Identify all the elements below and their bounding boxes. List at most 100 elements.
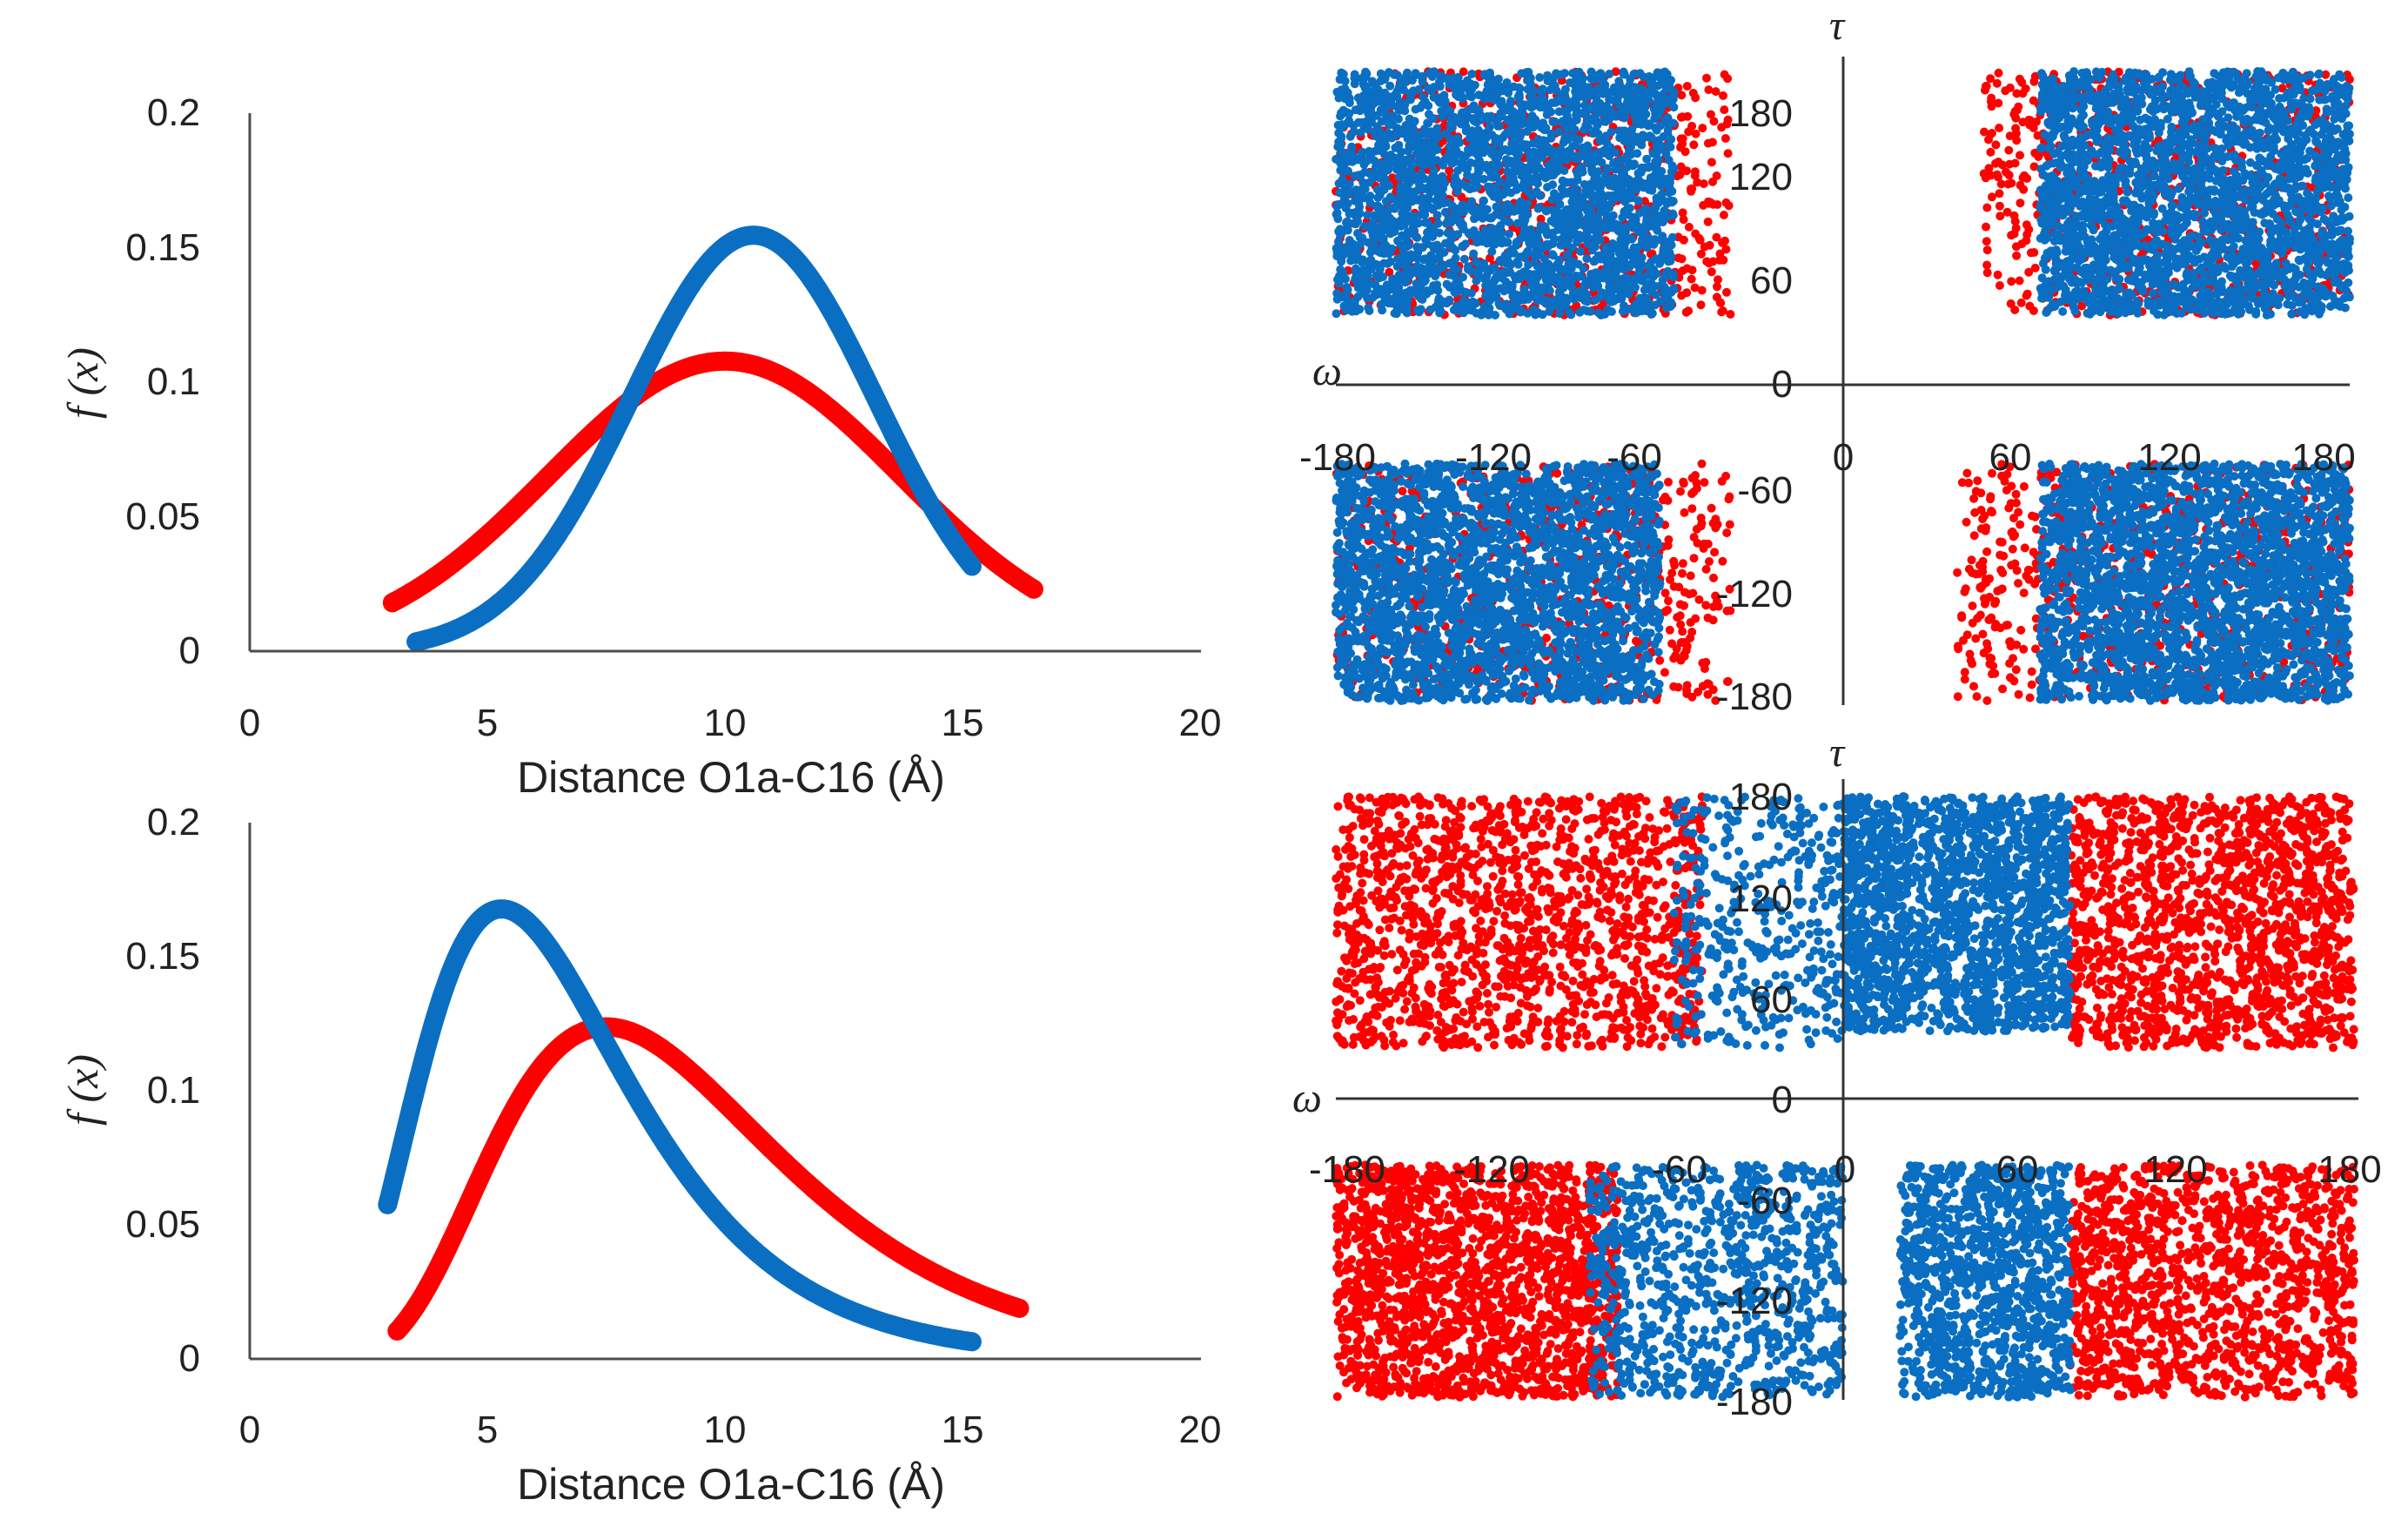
scatter-point	[1678, 559, 1687, 568]
scatter-point	[1682, 82, 1692, 91]
scatter-point	[1584, 151, 1593, 161]
scatter-point	[2012, 640, 2022, 649]
scatter-point	[1510, 272, 1519, 281]
scatter-plot-top: ω τ -180 -120 -60 0 60 120 180 180 120 6…	[1299, 3, 2356, 718]
scatter-point	[1664, 477, 1673, 487]
scatter-point	[1351, 105, 1360, 115]
scatter-point	[2014, 579, 2023, 588]
scatter-point	[1689, 140, 1699, 150]
density-bottom-curves	[378, 899, 1030, 1352]
scatter-point	[1995, 281, 2004, 290]
scatter-point	[1686, 571, 1695, 581]
scatter-point	[1558, 153, 1567, 163]
scatter-point	[1397, 192, 1406, 201]
scatter-point	[2016, 198, 2025, 208]
scatter-point	[1985, 574, 1995, 583]
density-bottom-red-curve	[387, 1017, 1030, 1341]
scatter-point	[2024, 115, 2034, 124]
scatter-point	[1717, 476, 1727, 486]
scatter-point	[2023, 565, 2033, 575]
scatter-point	[1708, 615, 1718, 625]
density-top-x-label: Distance O1a-C16 (Å)	[517, 753, 945, 802]
scatter-point	[1667, 167, 1676, 177]
scatter-point	[1445, 134, 1455, 144]
scatter-point	[1505, 146, 1514, 156]
scatter-point	[1412, 306, 1422, 315]
scatter-point	[2032, 117, 2041, 126]
scatter-point	[1969, 682, 1978, 691]
scatter-point	[1579, 264, 1588, 273]
scatter-point	[2018, 173, 2028, 183]
scatter-point	[2002, 621, 2011, 630]
scatter-point	[1720, 134, 1730, 143]
scatter-point	[1981, 173, 1990, 183]
scatter-point	[2002, 167, 2010, 177]
scatter-point	[1419, 92, 1428, 102]
scatter-point	[1532, 187, 1541, 197]
scatter-point	[2011, 124, 2021, 133]
scatter-point	[1689, 554, 1699, 563]
scatter-point	[1667, 639, 1677, 649]
scatter-point	[1995, 212, 2005, 221]
scatter-point	[1697, 459, 1707, 468]
density-bottom-ytick: 0	[179, 1337, 200, 1380]
scatter-point	[1988, 192, 1996, 202]
scatter-point	[1586, 67, 1596, 77]
scatter-point	[1655, 259, 1665, 268]
scatter-point	[1659, 495, 1667, 505]
density-top-xtick: 5	[477, 702, 498, 744]
scatter-point	[2012, 251, 2022, 260]
scatter-point	[1708, 519, 1718, 528]
scatter-point	[1403, 204, 1412, 212]
scatter-point	[1982, 245, 1992, 255]
scatter-point	[1416, 103, 1425, 112]
scatter-point	[1680, 650, 1689, 659]
scatter-point	[1441, 103, 1451, 112]
scatter-point	[1978, 514, 1988, 524]
scatter-point	[1962, 468, 1972, 478]
scatter-point	[1719, 91, 1727, 100]
scatter-point	[1490, 95, 1499, 104]
scatter-point	[1667, 97, 1676, 107]
scatter-point	[1550, 117, 1559, 126]
scatter-point	[1664, 155, 1674, 165]
scatter-point	[1968, 602, 1977, 610]
scatter-point	[1678, 112, 1687, 122]
scatter-point	[1438, 191, 1447, 200]
scatter-point	[1358, 118, 1367, 127]
scatter-point	[1954, 644, 1963, 654]
scatter-point	[1568, 257, 1578, 266]
scatter-point	[1726, 310, 1735, 319]
scatter-point	[1994, 68, 2003, 77]
scatter-point	[1713, 282, 1721, 292]
density-top-ytick: 0.15	[125, 226, 200, 269]
scatter-point	[1685, 589, 1694, 599]
scatter-point	[2014, 689, 2023, 699]
scatter-point	[1334, 237, 1343, 246]
scatter-point	[1521, 225, 1531, 234]
scatter-point	[1691, 614, 1700, 623]
scatter-point	[1385, 257, 1395, 266]
scatter-point	[2024, 225, 2034, 234]
scatter-point	[1962, 517, 1971, 527]
scatter-point	[1492, 272, 1501, 280]
scatter-point	[1547, 146, 1557, 156]
scatter-point	[1647, 185, 1657, 195]
scatter-point	[1982, 222, 1990, 232]
scatter-point	[1516, 197, 1526, 206]
scatter-point	[1637, 239, 1647, 248]
scatter-point	[1523, 166, 1533, 176]
scatter-point	[1972, 692, 1982, 702]
scatter-point	[2009, 676, 2019, 686]
density-bottom-ytick: 0.1	[147, 1069, 200, 1112]
scatter-point	[1587, 102, 1597, 111]
scatter-point	[1505, 229, 1513, 239]
scatter-point	[1982, 268, 1992, 278]
density-bottom-xtick: 5	[477, 1409, 498, 1451]
scatter-point	[1723, 74, 1733, 84]
scatter-point	[1982, 547, 1992, 556]
scatter-point	[1991, 140, 2001, 150]
scatter-point	[1696, 249, 1706, 259]
scatter-point	[1712, 232, 1721, 242]
scatter-point	[1343, 108, 1352, 118]
